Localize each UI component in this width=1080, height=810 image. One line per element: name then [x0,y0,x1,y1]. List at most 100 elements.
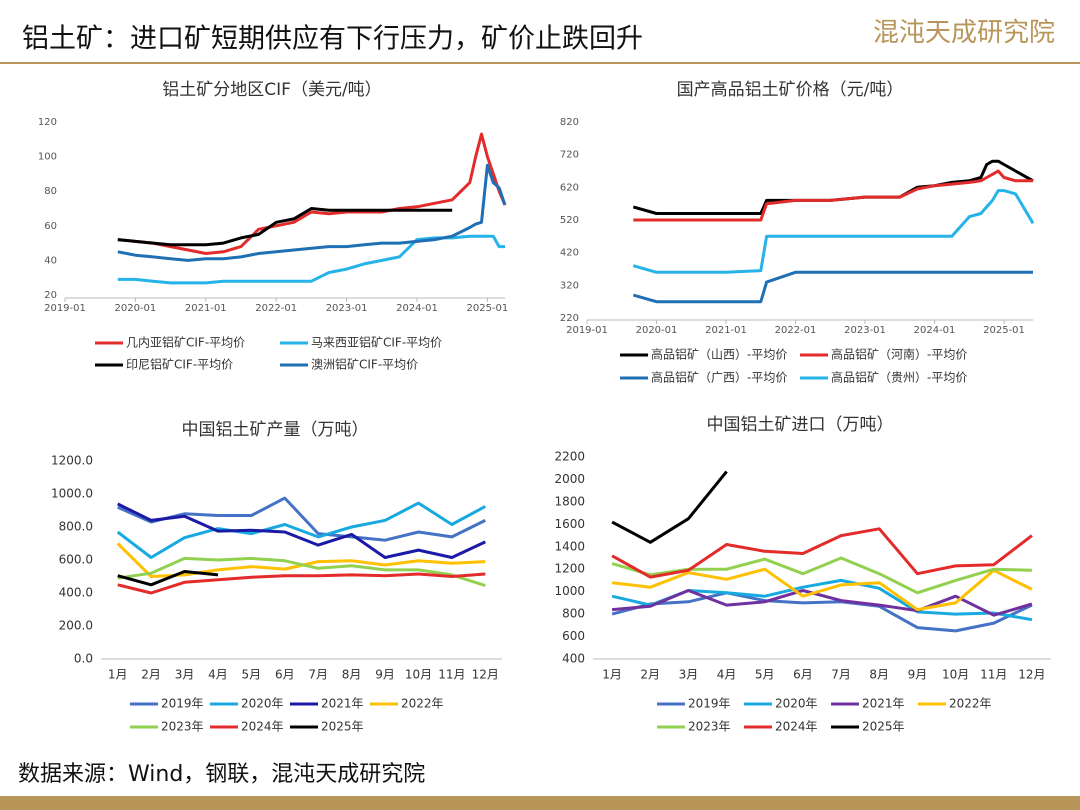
series-line [117,163,507,262]
y-tick-label: 1000.0 [51,487,93,501]
x-tick-label: 2025-01 [983,325,1025,336]
y-tick-label: 600.0 [59,553,93,567]
x-tick-label: 8月 [342,668,362,682]
series-line [117,556,486,588]
legend-label: 高品铝矿（河南）-平均价 [831,347,967,362]
y-tick-label: 1800 [554,494,585,508]
legend-label: 2025年 [321,720,364,734]
x-tick-label: 2022-01 [775,325,817,336]
chart-title: 中国铝土矿进口（万吨） [707,415,894,435]
legend-label: 2023年 [161,720,204,734]
legend-label: 2024年 [775,720,818,734]
y-tick-label: 600 [562,629,585,643]
x-tick-label: 7月 [831,668,851,682]
legend-label: 2023年 [688,720,731,734]
legend-label: 2022年 [401,697,444,711]
y-tick-label: 20 [44,290,57,301]
y-tick-label: 60 [44,221,57,232]
legend-label: 2019年 [161,697,204,711]
x-tick-label: 2021-01 [185,303,227,314]
y-tick-label: 2200 [554,450,585,464]
y-tick-label: 420 [560,248,579,259]
y-tick-label: 1000 [554,584,585,598]
x-tick-label: 10月 [405,668,432,682]
logo: 混沌天成研究院 [873,18,1055,48]
chart-title: 铝土矿分地区CIF（美元/吨） [162,80,381,100]
legend-label: 2024年 [241,720,284,734]
series-line [611,470,728,544]
series-line [611,527,1033,579]
x-tick-label: 2022-01 [255,303,297,314]
chart-title: 中国铝土矿产量（万吨） [182,420,369,440]
series-line [633,169,1033,222]
x-tick-label: 2023-01 [326,303,368,314]
x-tick-label: 2024-01 [914,325,956,336]
legend-label: 马来西亚铝矿CIF-平均价 [311,335,442,350]
y-tick-label: 800 [562,607,585,621]
legend-label: 2022年 [949,697,992,711]
x-tick-label: 3月 [175,668,195,682]
x-tick-label: 3月 [679,668,699,682]
x-tick-label: 9月 [908,668,928,682]
x-tick-label: 2025-01 [467,303,509,314]
legend-label: 几内亚铝矿CIF-平均价 [126,335,245,350]
chart-title: 国产高品铝土矿价格（元/吨） [677,80,904,100]
series-line [632,270,1033,304]
x-tick-label: 2月 [141,668,161,682]
legend-label: 2020年 [241,697,284,711]
y-tick-label: 800.0 [59,520,93,534]
y-tick-label: 0.0 [74,652,93,666]
series-line [117,496,486,542]
series-line [117,207,453,247]
y-tick-label: 720 [560,150,579,161]
y-tick-label: 80 [44,186,57,197]
series-line [611,578,1033,622]
x-tick-label: 2019-01 [566,325,608,336]
y-tick-label: 120 [38,117,57,128]
legend-label: 澳洲铝矿CIF-平均价 [311,357,418,372]
legend-label: 2021年 [321,697,364,711]
x-tick-label: 11月 [438,668,465,682]
x-tick-label: 4月 [717,668,737,682]
x-tick-label: 2024-01 [396,303,438,314]
x-tick-label: 2021-01 [705,325,747,336]
series-line [117,502,486,559]
series-line [632,189,1035,274]
x-tick-label: 12月 [472,668,499,682]
legend-label: 高品铝矿（广西）-平均价 [651,370,787,385]
x-tick-label: 6月 [793,668,813,682]
legend-label: 高品铝矿（山西）-平均价 [651,347,787,362]
series-line [117,234,505,285]
legend-label: 2020年 [775,697,818,711]
x-tick-label: 12月 [1018,668,1045,682]
x-tick-label: 2023-01 [844,325,886,336]
y-tick-label: 400 [562,652,585,666]
y-tick-label: 40 [44,255,57,266]
x-tick-label: 2020-01 [636,325,678,336]
series-line [116,501,487,559]
series-line [611,556,1032,595]
series-line [117,132,507,255]
x-tick-label: 8月 [869,668,889,682]
x-tick-label: 2月 [640,668,660,682]
x-tick-label: 9月 [375,668,395,682]
x-tick-label: 2020-01 [115,303,157,314]
y-tick-label: 820 [560,117,579,128]
y-tick-label: 400.0 [59,586,93,600]
x-tick-label: 1月 [108,668,128,682]
page-title: 铝土矿：进口矿短期供应有下行压力，矿价止跌回升 [22,24,643,55]
y-tick-label: 220 [560,313,579,324]
x-tick-label: 10月 [942,668,969,682]
y-tick-label: 1400 [554,539,585,553]
legend-label: 2019年 [688,697,731,711]
x-tick-label: 2019-01 [44,303,86,314]
legend-label: 印尼铝矿CIF-平均价 [126,357,233,372]
series-line [611,591,1033,633]
series-line [117,572,486,595]
series-line [611,567,1033,612]
legend-label: 2021年 [862,697,905,711]
y-tick-label: 320 [560,280,579,291]
x-tick-label: 5月 [755,668,775,682]
